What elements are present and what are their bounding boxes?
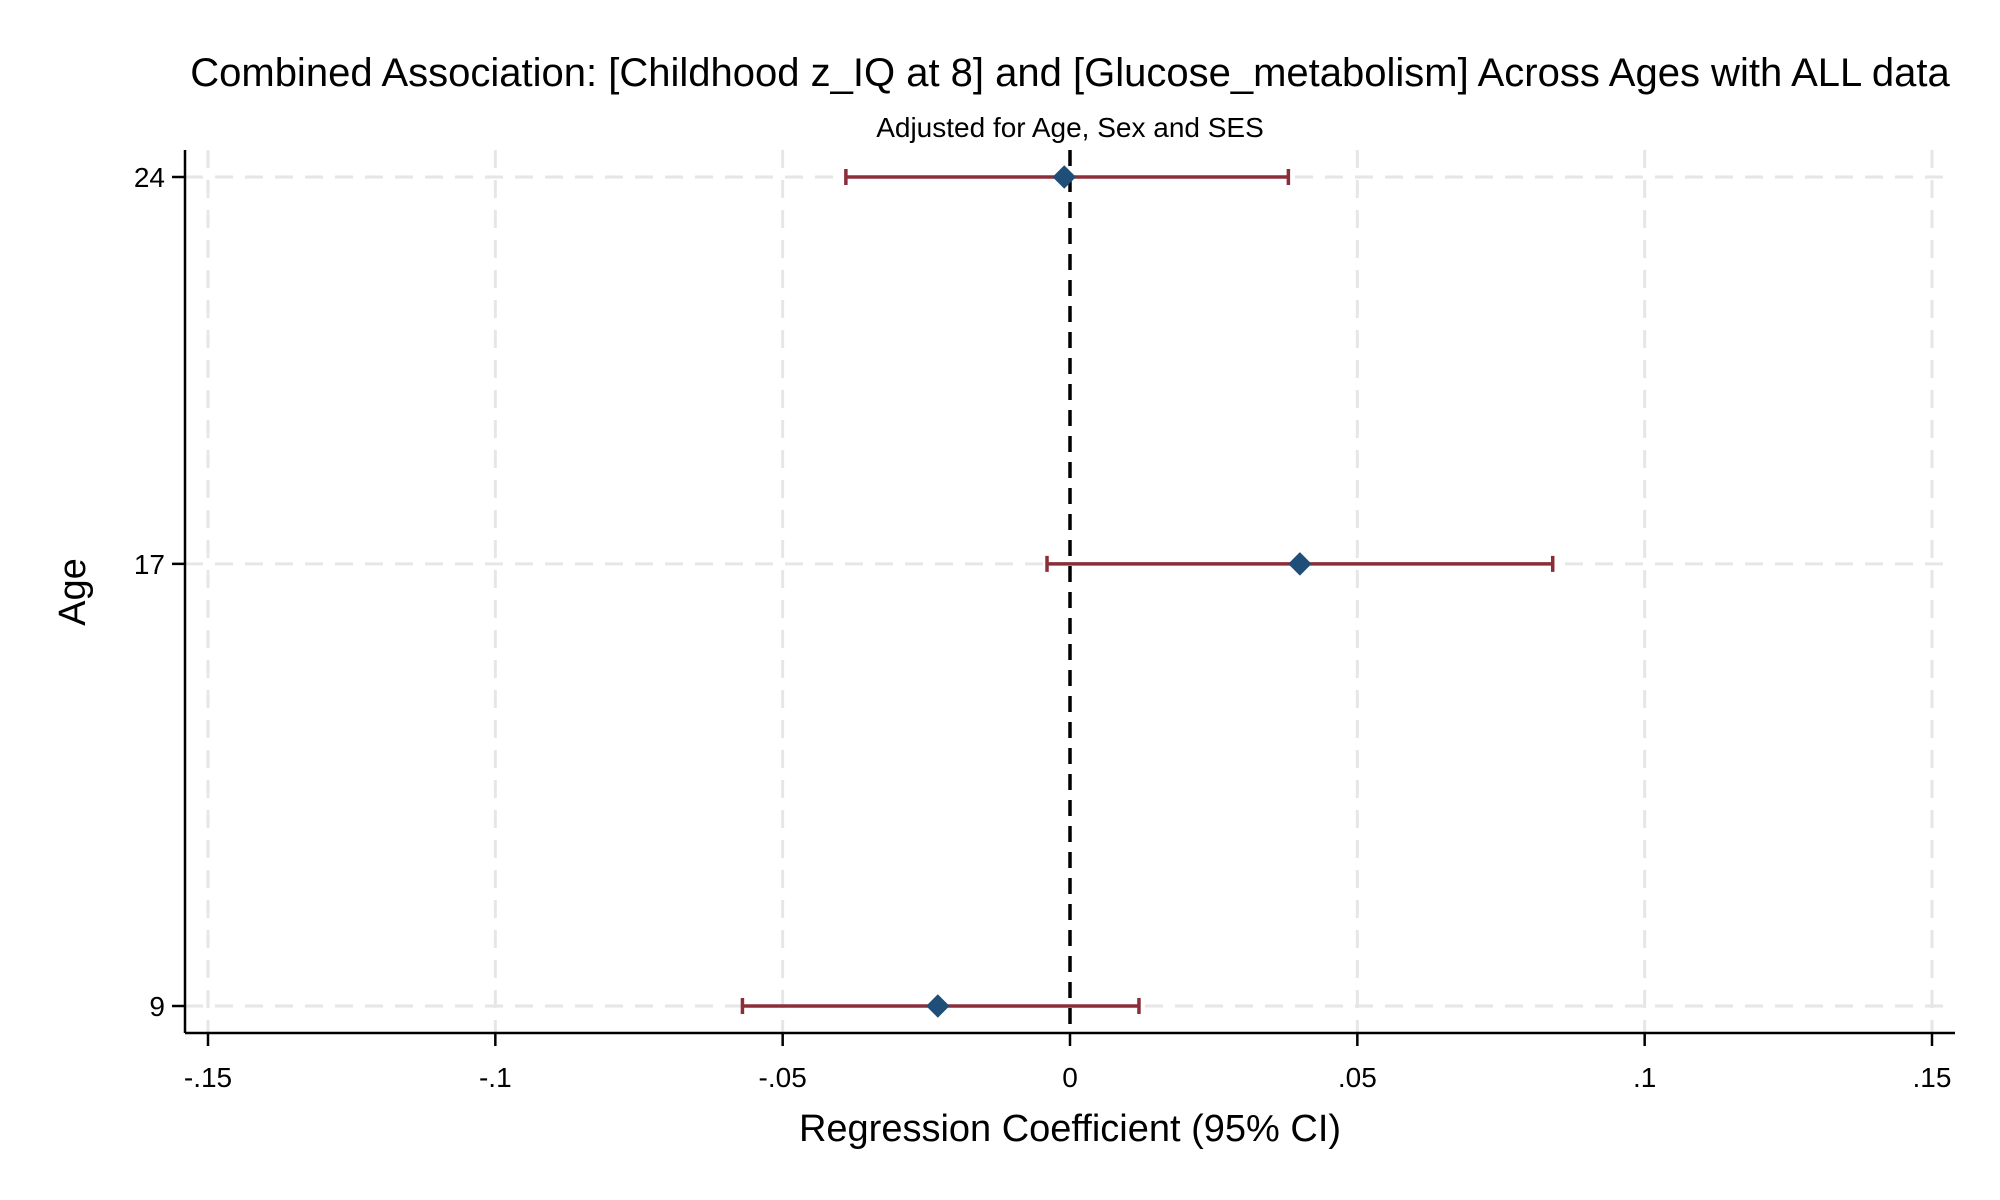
tick-labels: -.15 -.1 -.05 0 .05 .1 .15 9 17 24: [134, 162, 1952, 1093]
estimate-marker: [1052, 165, 1076, 189]
y-axis-title: Age: [52, 558, 94, 626]
x-tick-label: .05: [1338, 1062, 1377, 1093]
x-tick-label: -.05: [759, 1062, 807, 1093]
x-tick-label: 0: [1062, 1062, 1078, 1093]
x-tick-label: -.15: [184, 1062, 232, 1093]
x-axis-title: Regression Coefficient (95% CI): [799, 1108, 1341, 1150]
y-tick-label: 9: [149, 991, 165, 1022]
y-tick-label: 24: [134, 162, 165, 193]
x-tick-label: .1: [1633, 1062, 1656, 1093]
x-tick-label: -.1: [479, 1062, 512, 1093]
chart-subtitle: Adjusted for Age, Sex and SES: [876, 112, 1264, 143]
error-bars: [740, 169, 1555, 1014]
estimate-marker: [926, 994, 950, 1018]
y-tick-label: 17: [134, 549, 165, 580]
estimate-marker: [1288, 552, 1312, 576]
chart-title: Combined Association: [Childhood z_IQ at…: [190, 51, 1950, 95]
point-markers: [926, 165, 1312, 1018]
x-tick-label: .15: [1913, 1062, 1952, 1093]
